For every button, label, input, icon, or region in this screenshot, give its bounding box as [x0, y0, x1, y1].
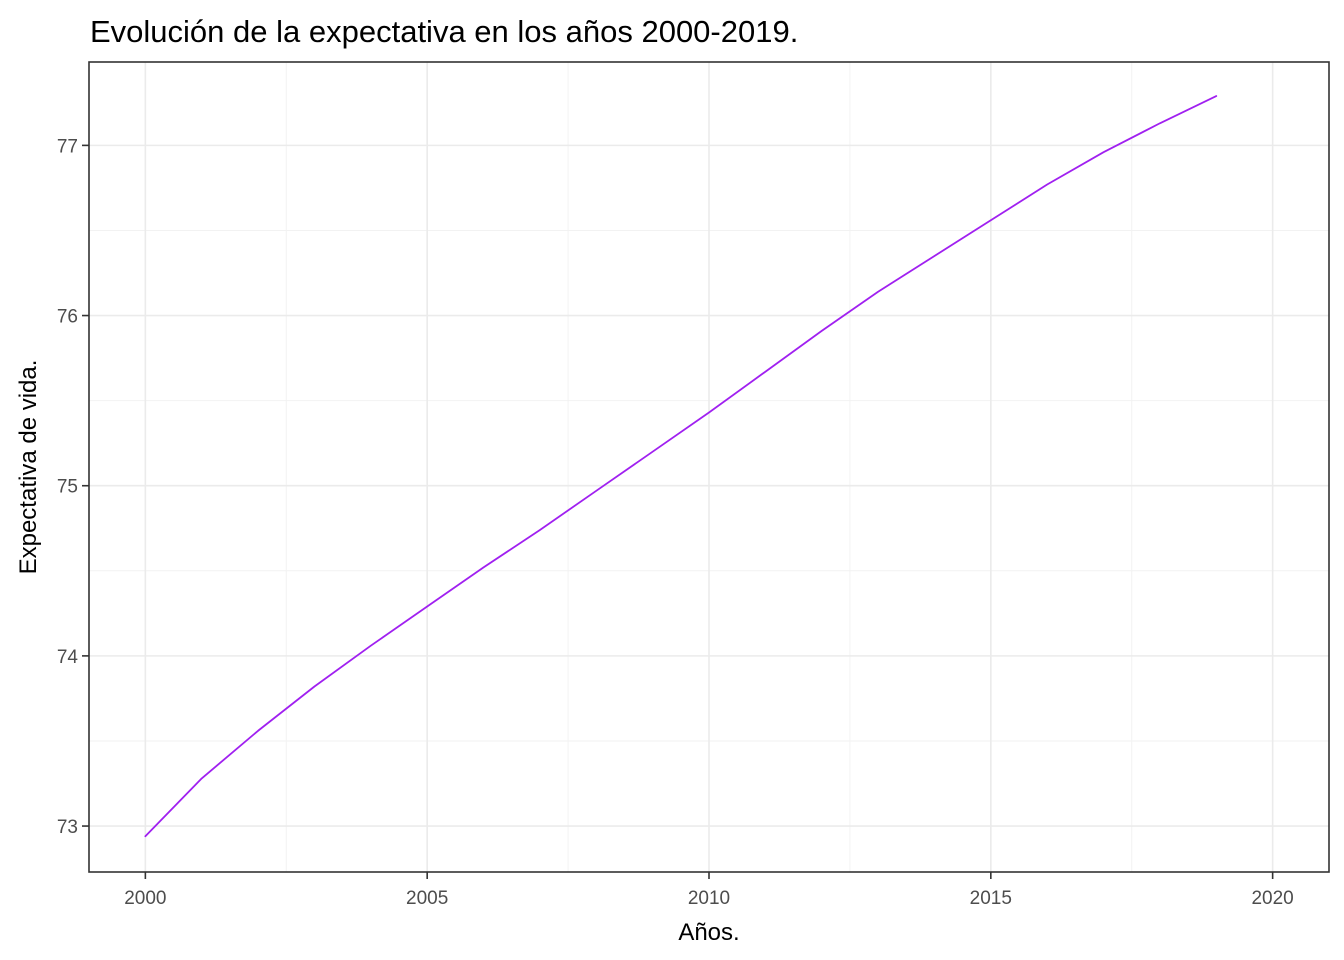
y-tick-label: 76: [57, 307, 78, 328]
axes: 2000 2005 2010 2015 2020 73 74 75 76 77: [57, 136, 1294, 909]
series-layer: [144, 95, 1218, 838]
y-tick-label: 75: [57, 477, 78, 498]
x-tick-label: 2000: [124, 888, 166, 909]
x-tick-label: 2020: [1251, 888, 1293, 909]
y-tick-label: 73: [57, 817, 78, 838]
x-tick-label: 2005: [406, 888, 448, 909]
x-tick-label: 2010: [688, 888, 730, 909]
y-tick-label: 77: [57, 136, 78, 157]
grid: [89, 62, 1329, 872]
series-line: [144, 95, 1218, 838]
x-axis-title: Años.: [678, 919, 739, 946]
y-tick-label: 74: [57, 647, 79, 668]
x-tick-label: 2015: [970, 888, 1012, 909]
y-axis-title: Expectativa de vida.: [15, 360, 42, 575]
chart-title: Evolución de la expectativa en los años …: [90, 14, 798, 49]
